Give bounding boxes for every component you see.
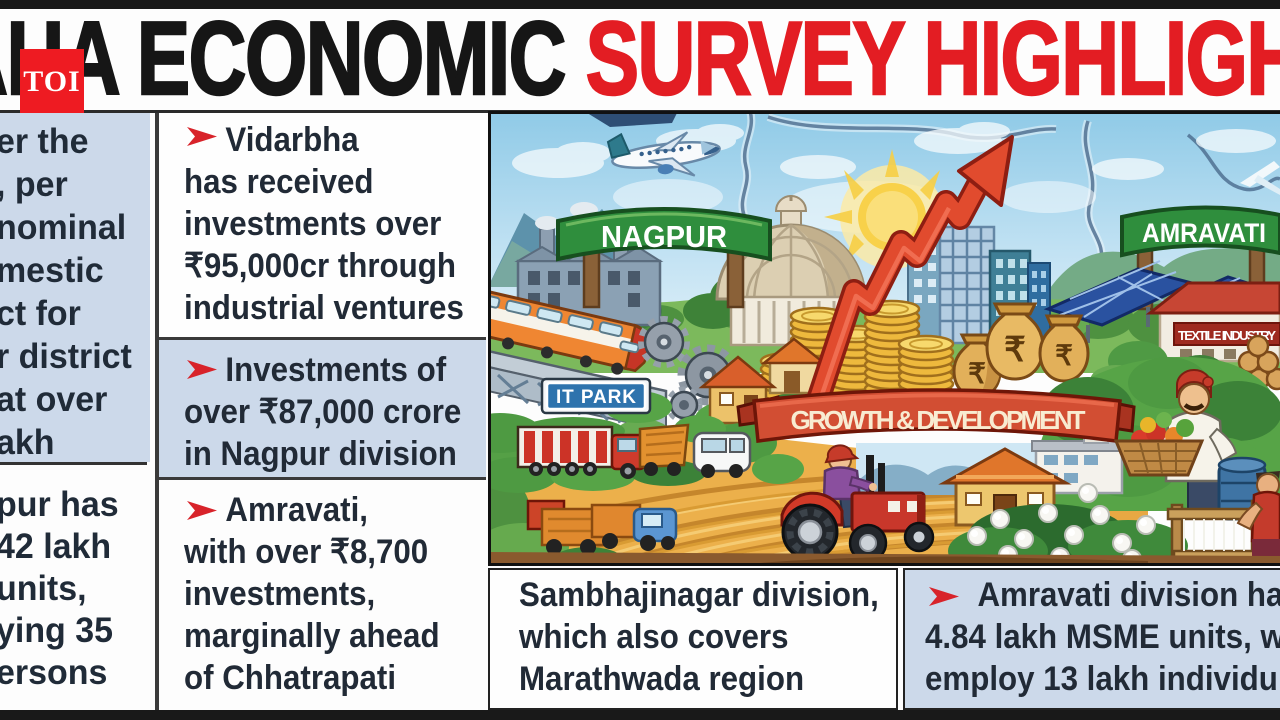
svg-text:IT PARK: IT PARK bbox=[556, 387, 636, 408]
svg-text:₹: ₹ bbox=[1055, 340, 1073, 371]
svg-text:₹: ₹ bbox=[968, 358, 986, 389]
svg-text:NAGPUR: NAGPUR bbox=[601, 219, 727, 254]
svg-text:₹: ₹ bbox=[1004, 331, 1026, 369]
svg-text:GROWTH & DEVELOPMENT: GROWTH & DEVELOPMENT bbox=[791, 405, 1086, 435]
svg-text:AMRAVATI: AMRAVATI bbox=[1142, 218, 1266, 248]
